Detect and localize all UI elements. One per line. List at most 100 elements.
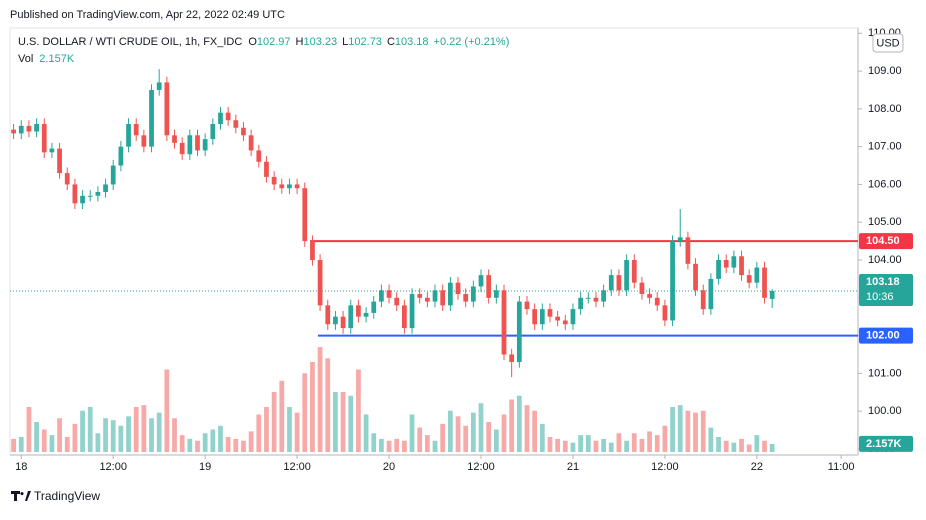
volume-bar [762,440,767,452]
candle-body [118,146,124,166]
volume-bar [432,440,438,452]
currency[interactable]: USD [876,37,899,49]
candle-body [195,135,200,151]
last-price-label: 103.18 [866,276,900,288]
candle-body [700,290,706,310]
candle-body [432,290,438,302]
candle-body [394,297,400,306]
volume-bar [509,399,515,452]
volume-bar [593,440,599,452]
volume-bar [64,437,70,452]
candle-body [95,191,101,196]
volume-bar [302,373,308,452]
volume-bar [72,423,78,452]
candle-body [218,112,223,124]
level-price-badge [859,327,913,344]
vol-value: 2.157K [39,53,75,65]
volume-bar [294,412,300,452]
h-key: H [296,36,304,48]
candle-body [547,309,553,317]
volume-bar [639,438,645,452]
level-price-label: 104.50 [866,235,900,247]
volume-bar [470,412,476,452]
l-key: L [342,36,348,48]
volume-bar [156,412,162,452]
candle-body [746,275,752,283]
volume-bar [654,435,660,452]
change: +0.22 (+0.21%) [434,36,510,48]
volume-bar [739,438,744,452]
candle-body [601,290,606,302]
volume-bar [248,431,254,452]
candle-body [133,123,139,136]
volume-bar [631,433,637,452]
candle-body [639,282,645,295]
volume-bar [585,435,591,452]
c-key: C [387,36,395,48]
candle-body [149,89,154,147]
volume-bar [547,437,553,452]
volume-bar [601,438,606,452]
volume-bar [371,433,377,452]
candle-body [287,184,292,189]
volume-bar [333,392,338,452]
level-price-badge [859,233,913,250]
candle-body [570,309,576,325]
volume-bar [210,429,216,452]
volume-bar [340,392,346,452]
candle-body [156,82,162,90]
published-note: Published on TradingView.com, Apr 22, 20… [10,9,285,21]
candle-body [363,312,369,317]
volume-bar [402,440,407,452]
volume-bar [677,405,683,452]
logo-icon [11,491,31,501]
volume-legend: Vol 2.157K [18,53,75,65]
volume-bar [417,427,423,452]
c-value: 103.18 [395,36,429,48]
volume-bar [486,422,492,452]
volume-bar [562,440,568,452]
volume-pane [11,347,775,452]
volume-bar [379,438,384,452]
volume-bar [264,407,269,452]
x-tick-label: 12:00 [99,461,127,473]
candle-body [478,275,484,287]
candle-body [769,291,775,299]
candle-body [241,127,246,136]
volume-bar [693,412,698,452]
candle-body [440,290,446,306]
volume-bar [118,425,124,452]
x-tick-label: 18 [15,461,27,473]
candle-body [64,173,70,185]
volume-bar [578,435,583,452]
candle-body [670,241,675,321]
brand: TradingView [34,489,100,503]
volume-bar [110,420,116,452]
y-tick-label: 101.00 [868,367,902,379]
y-tick-label: 108.00 [868,103,902,115]
candle-body [103,184,108,192]
volume-bar [570,442,576,452]
volume-bar [447,410,453,452]
volume-bar [195,440,200,452]
candle-body [49,148,55,153]
volume-bar [26,407,32,452]
candle-body [409,294,415,329]
volume-badge-label: 2.157K [866,438,902,450]
volume-bar [179,435,185,452]
candle-body [593,297,599,302]
volume-bar [731,442,737,452]
candle-body [164,82,170,136]
volume-bar [126,416,131,452]
candle-body [333,316,338,325]
candle-body [172,135,177,143]
candle-body [501,290,507,355]
volume-bar [769,443,775,452]
candle-body [708,278,714,310]
volume-bar [440,423,446,452]
candle-body [348,305,354,329]
currency-button[interactable] [872,33,904,53]
candle-body [256,150,262,162]
candle-body [294,184,300,189]
